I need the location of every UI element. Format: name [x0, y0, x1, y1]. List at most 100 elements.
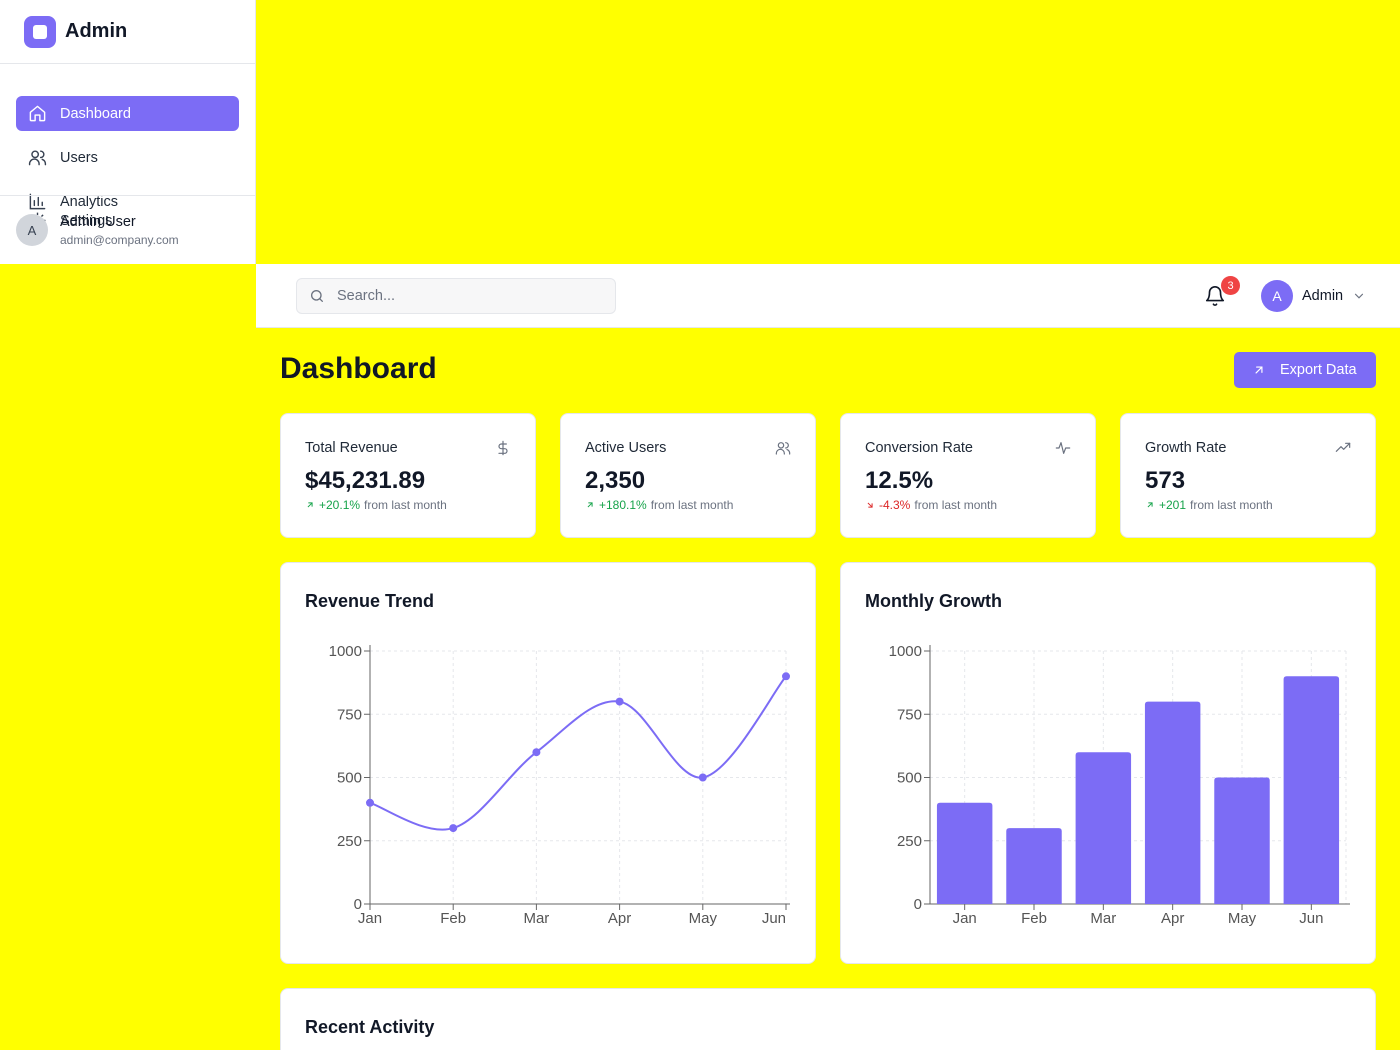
y-tick-label: 750	[337, 706, 362, 723]
arrow-up-right-icon	[1147, 502, 1153, 508]
stat-card-revenue: Total Revenue $45,231.89 +20.1% from las…	[280, 413, 536, 538]
x-tick-label: Feb	[1021, 910, 1047, 927]
stat-value: 573	[1145, 467, 1186, 494]
stat-change: +201 from last month	[1145, 498, 1273, 512]
stat-title: Active Users	[585, 440, 667, 456]
chevron-down-icon	[1355, 293, 1364, 299]
export-data-button[interactable]: Export Data	[1234, 352, 1376, 388]
bar	[1283, 676, 1340, 904]
y-tick-label: 250	[897, 833, 922, 850]
y-tick-label: 250	[337, 833, 362, 850]
export-label: Export Data	[1280, 362, 1357, 378]
data-point	[698, 773, 707, 782]
y-tick-label: 750	[897, 706, 922, 723]
stat-change: -4.3% from last month	[865, 498, 997, 512]
search-icon	[311, 290, 323, 302]
stat-card-growth: Growth Rate 573 +201 from last month	[1120, 413, 1376, 538]
recent-activity-card: Recent Activity	[280, 988, 1376, 1050]
stat-title: Growth Rate	[1145, 440, 1227, 456]
stat-title: Total Revenue	[305, 440, 398, 456]
x-tick-label: Apr	[608, 910, 631, 927]
stat-change: +180.1% from last month	[585, 498, 733, 512]
change-suffix: from last month	[364, 498, 447, 512]
y-tick-label: 0	[914, 896, 922, 913]
x-tick-label: May	[689, 910, 718, 927]
stat-change: +20.1% from last month	[305, 498, 447, 512]
search-box[interactable]	[296, 278, 616, 314]
card-title: Monthly Growth	[865, 591, 1002, 611]
arrow-up-right-icon	[1255, 366, 1263, 374]
sidebar-item-dashboard[interactable]: Dashboard	[16, 96, 239, 131]
bar	[1144, 701, 1201, 904]
avatar: A	[16, 214, 48, 246]
x-tick-label: Jan	[358, 910, 382, 927]
revenue-series-line	[369, 675, 787, 831]
sidebar-item-label: Settings	[60, 212, 113, 229]
data-point	[532, 748, 541, 757]
monthly-growth-card: Monthly Growth 0 250 500 750 1000 Jan Feb Mar Ap…	[840, 562, 1376, 964]
sidebar-item-users[interactable]: Users	[16, 140, 239, 175]
brand: Admin	[0, 0, 255, 64]
user-profile[interactable]: A Admin User admin@company.com	[0, 195, 256, 264]
stat-value: 2,350	[585, 467, 646, 494]
sidebar-item-label: Dashboard	[60, 105, 131, 122]
sidebar-item-label: Users	[60, 149, 98, 166]
users-icon	[775, 442, 791, 455]
dollar-icon	[498, 440, 508, 456]
x-tick-label: Mar	[1090, 910, 1116, 927]
topbar: 3 A Admin	[256, 264, 1400, 328]
user-email: admin@company.com	[60, 233, 179, 247]
notification-badge: 3	[1221, 276, 1240, 295]
users-icon	[28, 150, 47, 166]
x-tick-label: Apr	[1161, 910, 1184, 927]
sidebar-item-label: Analytics	[60, 193, 119, 210]
brand-name: Admin	[65, 20, 128, 42]
change-value: -4.3%	[879, 498, 911, 512]
y-tick-label: 1000	[889, 643, 922, 660]
data-point	[449, 824, 458, 833]
change-value: +20.1%	[319, 498, 361, 512]
card-title: Recent Activity	[305, 1017, 435, 1037]
growth-bar-chart: 0 250 500 750 1000 Jan Feb Mar Apr May Jun	[889, 643, 1350, 927]
data-point	[782, 672, 790, 681]
stat-value: 12.5%	[865, 467, 934, 494]
trending-up-icon	[1335, 442, 1351, 452]
y-tick-label: 500	[337, 770, 362, 787]
avatar: A	[1261, 280, 1293, 312]
bar	[1214, 777, 1270, 904]
change-suffix: from last month	[650, 498, 734, 512]
y-tick-label: 1000	[329, 643, 362, 660]
x-tick-label: Jan	[953, 910, 977, 927]
sidebar-nav: Dashboard Users Analytics Settings	[16, 96, 239, 247]
logo-icon	[24, 15, 56, 48]
stat-card-users: Active Users 2,350 +180.1% from last mon…	[560, 413, 816, 538]
bar	[936, 802, 993, 904]
sidebar: Admin Dashboard Users Analytics Settings…	[0, 0, 256, 264]
data-point	[615, 697, 624, 706]
change-value: +180.1%	[599, 498, 647, 512]
stat-card-conversion: Conversion Rate 12.5% -4.3% from last mo…	[840, 413, 1096, 538]
arrow-up-right-icon	[307, 502, 313, 508]
card-title: Revenue Trend	[305, 591, 435, 611]
home-icon	[29, 105, 46, 122]
sidebar-item-analytics[interactable]: Analytics	[16, 184, 239, 219]
admin-label: Admin	[1302, 288, 1344, 304]
x-tick-label: Jun	[762, 910, 786, 927]
admin-menu[interactable]: A Admin	[1261, 280, 1366, 312]
stat-value: $45,231.89	[305, 467, 426, 494]
data-point	[366, 798, 374, 807]
change-suffix: from last month	[1190, 498, 1273, 512]
y-tick-label: 0	[354, 896, 362, 913]
y-tick-label: 500	[897, 770, 922, 787]
x-tick-label: Mar	[523, 910, 549, 927]
page-title: Dashboard	[280, 352, 437, 385]
stat-title: Conversion Rate	[865, 440, 973, 456]
bar-chart-icon	[29, 193, 46, 210]
x-tick-label: Jun	[1299, 910, 1323, 927]
x-tick-label: May	[1228, 910, 1257, 927]
activity-icon	[1055, 442, 1071, 454]
bell-icon[interactable]	[1204, 285, 1226, 307]
x-tick-label: Feb	[440, 910, 466, 927]
search-input[interactable]	[337, 288, 597, 304]
user-name: Admin User	[60, 214, 136, 230]
